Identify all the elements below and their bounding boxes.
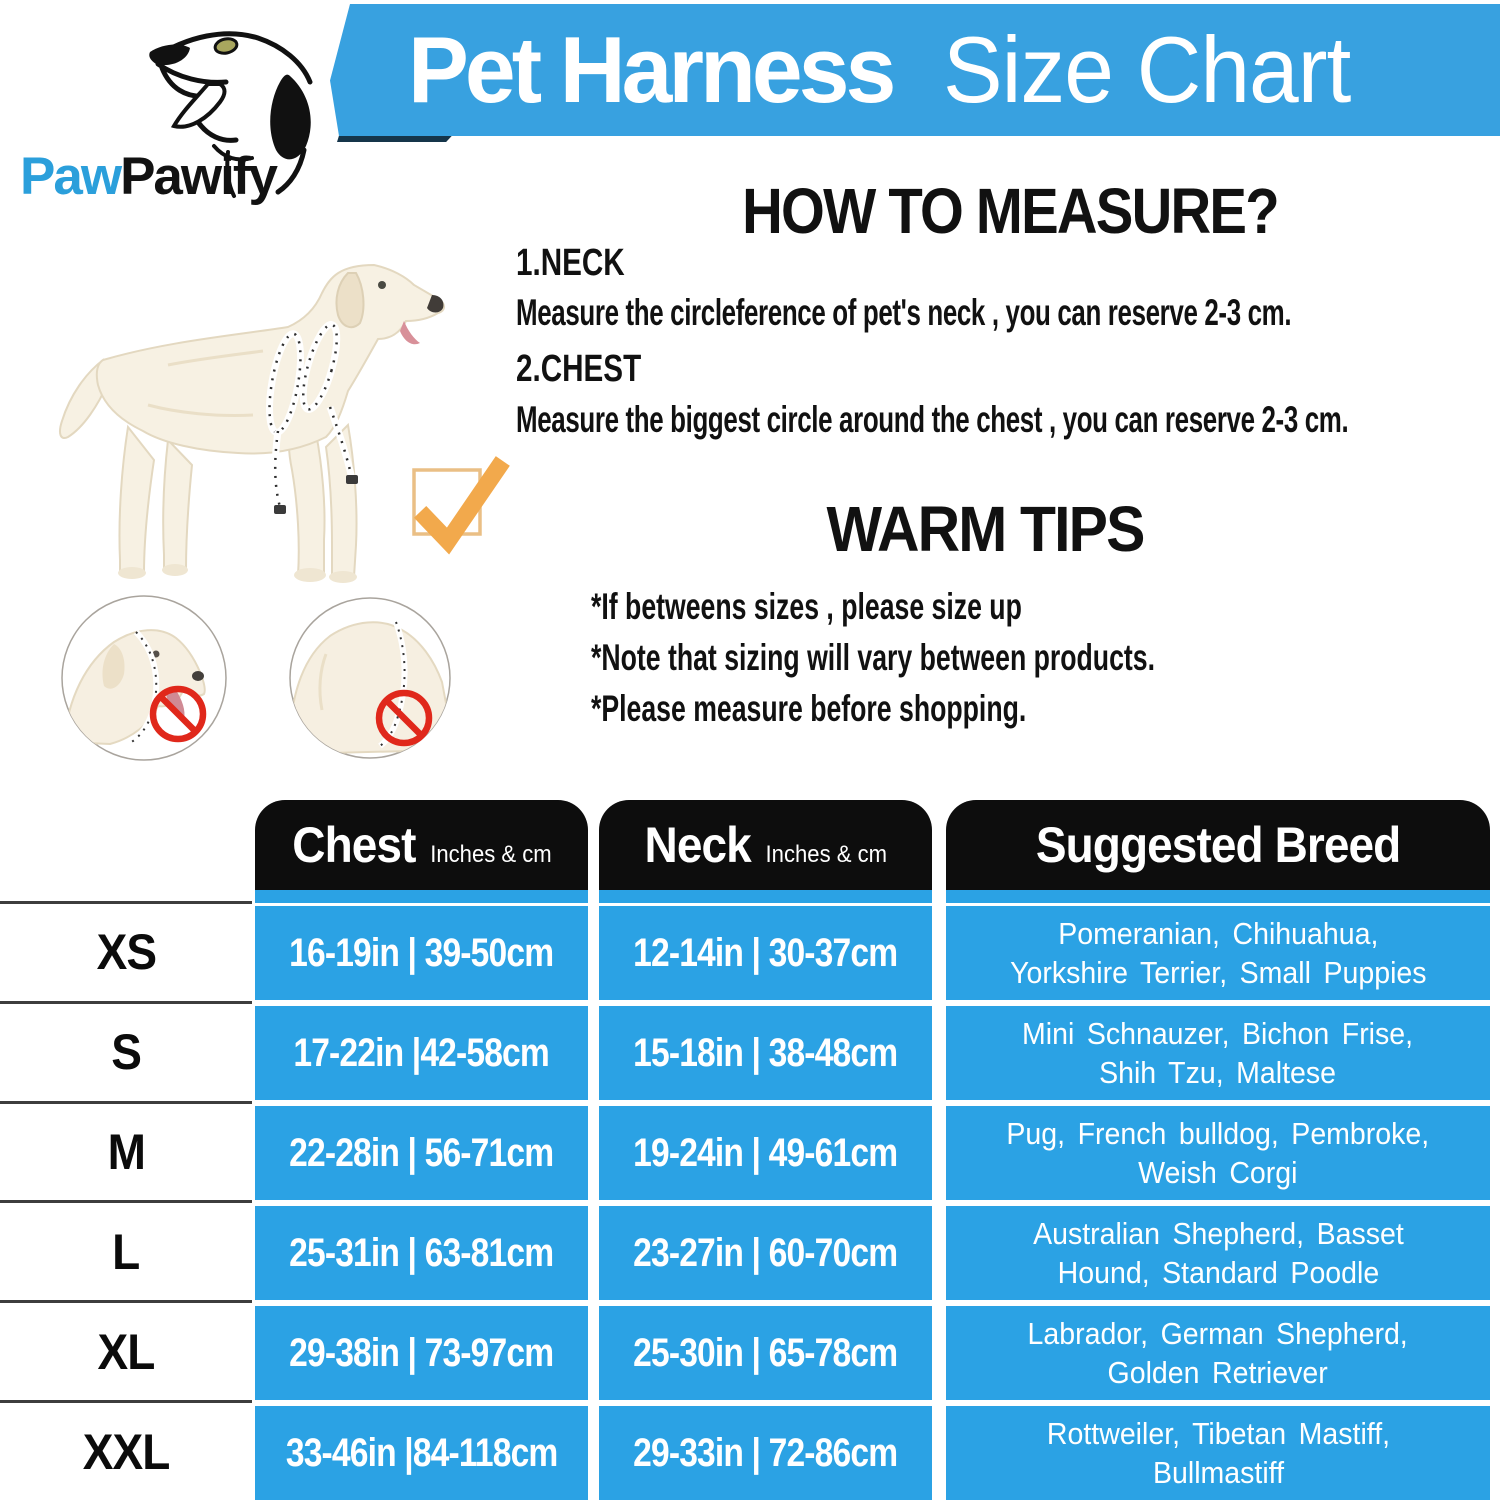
neck-cell-l: 23-27in | 60-70cm [599, 1206, 932, 1300]
neck-cell-s: 15-18in | 38-48cm [599, 1006, 932, 1100]
size-label: XL [97, 1323, 156, 1380]
size-label: XXL [82, 1423, 171, 1480]
size-label: XS [96, 924, 156, 981]
size-label: L [112, 1223, 140, 1280]
chest-cell-l: 25-31in | 63-81cm [255, 1206, 588, 1300]
wrong-measure-example-chest [289, 597, 451, 759]
brand-logo: PawPawify [20, 146, 278, 207]
size-row-xl: XL [0, 1300, 252, 1400]
chest-cell-xxl: 33-46in |84-118cm [255, 1406, 588, 1500]
brand-name-second: Pawify [120, 147, 278, 206]
breed-column-header: Suggested Breed [946, 800, 1490, 890]
chest-cell-xl: 29-38in | 73-97cm [255, 1306, 588, 1400]
breed-cell-l: Australian Shepherd, Basset Hound, Stand… [946, 1206, 1490, 1300]
breed-cell-s: Mini Schnauzer, Bichon Frise, Shih Tzu, … [946, 1006, 1490, 1100]
header-accent-strip [599, 890, 932, 903]
no-icon [149, 685, 207, 743]
brand-name-first: Paw [20, 147, 122, 206]
chest-cell-m: 22-28in | 56-71cm [255, 1106, 588, 1200]
neck-header-units: Inches & cm [765, 841, 887, 868]
measuring-dog-image [59, 263, 445, 583]
size-label-column: XS S M L XL XXL [0, 901, 252, 1500]
warm-tips-title: WARM TIPS [826, 493, 1145, 565]
size-row-s: S [0, 1000, 252, 1101]
neck-cell-xxl: 29-33in | 72-86cm [599, 1406, 932, 1500]
chest-header-units: Inches & cm [429, 841, 552, 868]
warm-tip-2: *Note that sizing will vary between prod… [591, 637, 1155, 678]
breed-cell-xl: Labrador, German Shepherd, Golden Retrie… [946, 1306, 1490, 1400]
page-title: Pet Harness Size Chart [408, 16, 1372, 124]
chest-cell-s: 17-22in |42-58cm [255, 1006, 588, 1100]
neck-cell-xs: 12-14in | 30-37cm [599, 906, 932, 1000]
breed-cell-m: Pug, French bulldog, Pembroke, Weish Cor… [946, 1106, 1490, 1200]
neck-cell-m: 19-24in | 49-61cm [599, 1106, 932, 1200]
header-accent-strip [255, 890, 588, 903]
breed-header-label: Suggested Breed [1035, 817, 1401, 873]
neck-column-header: Neck Inches & cm [599, 800, 932, 890]
step-neck-label: 1.NECK [516, 242, 625, 284]
size-row-m: M [0, 1100, 252, 1201]
check-icon [412, 456, 510, 555]
header-accent-strip [946, 890, 1490, 903]
chest-header-label: Chest [291, 817, 416, 873]
wrong-measure-example-neck [61, 595, 227, 761]
breed-cell-xxl: Rottweiler, Tibetan Mastiff, Bullmastiff [946, 1406, 1490, 1500]
neck-cell-xl: 25-30in | 65-78cm [599, 1306, 932, 1400]
size-row-l: L [0, 1200, 252, 1300]
size-label: M [107, 1124, 145, 1181]
size-row-xxl: XXL [0, 1400, 252, 1500]
chest-cell-xs: 16-19in | 39-50cm [255, 906, 588, 1000]
title-banner: Pet Harness Size Chart [330, 4, 1500, 136]
page-title-light: Size Chart [943, 17, 1351, 122]
neck-header-label: Neck [644, 817, 751, 873]
how-to-measure-title: HOW TO MEASURE? [742, 175, 1280, 247]
chest-column-header: Chest Inches & cm [255, 800, 588, 890]
step-chest-label: 2.CHEST [516, 348, 642, 390]
step-neck-text: Measure the circleference of pet's neck … [516, 292, 1292, 333]
step-chest-text: Measure the biggest circle around the ch… [516, 399, 1349, 440]
breed-cell-xs: Pomeranian, Chihuahua, Yorkshire Terrier… [946, 906, 1490, 1000]
size-label: S [111, 1024, 142, 1081]
page-title-bold: Pet Harness [408, 17, 896, 122]
no-icon [375, 689, 433, 747]
dog-head-icon [149, 31, 313, 198]
warm-tip-1: *If betweens sizes , please size up [591, 586, 1022, 627]
warm-tip-3: *Please measure before shopping. [591, 688, 1027, 729]
size-row-xs: XS [0, 901, 252, 1001]
